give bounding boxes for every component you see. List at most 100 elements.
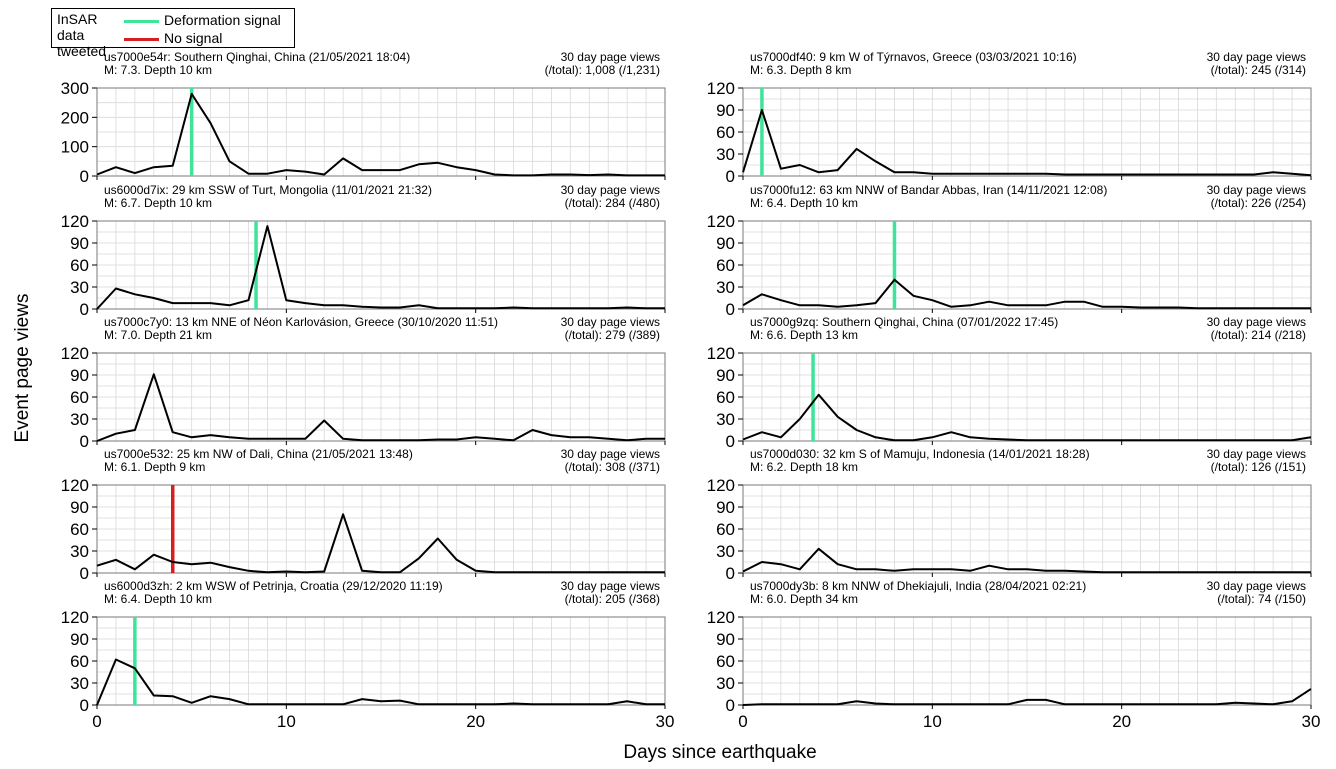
panel-8-xtick-label: 30 xyxy=(656,712,675,731)
panel-6-views-value: (/total): 308 (/371) xyxy=(565,460,660,474)
panel-9-header: us7000dy3b: 8 km NNW of Dhekiajuli, Indi… xyxy=(750,579,1086,593)
panel-8-header: us6000d3zh: 2 km WSW of Petrinja, Croati… xyxy=(104,579,443,593)
panel-0-mag-depth: M: 7.3. Depth 10 km xyxy=(104,63,212,77)
panel-7-header: us7000d030: 32 km S of Mamuju, Indonesia… xyxy=(750,447,1090,461)
panel-2-ytick-label: 30 xyxy=(70,278,89,297)
panel-9-xtick-label: 30 xyxy=(1302,712,1321,731)
panel-4-ytick-label: 60 xyxy=(70,388,89,407)
panel-8-series-line xyxy=(96,658,665,706)
panel-1-views-value: (/total): 245 (/314) xyxy=(1211,63,1306,77)
panel-2-views-value: (/total): 284 (/480) xyxy=(565,196,660,210)
panel-5-mag-depth: M: 6.6. Depth 13 km xyxy=(750,328,858,342)
panel-8-ytick-label: 30 xyxy=(70,674,89,693)
panel-3-series-line xyxy=(742,278,1311,310)
panel-4-mag-depth: M: 7.0. Depth 21 km xyxy=(104,328,212,342)
panel-1-views-label: 30 day page views xyxy=(1207,50,1306,64)
panel-3-ytick-label: 90 xyxy=(716,234,735,253)
panel-2-ytick-label: 0 xyxy=(80,300,89,319)
panel-8-xtick-label: 10 xyxy=(277,712,296,731)
panel-3-mag-depth: M: 6.4. Depth 10 km xyxy=(750,196,858,210)
panel-6-ytick-label: 60 xyxy=(70,520,89,539)
panel-2-ytick-label: 90 xyxy=(70,234,89,253)
panel-6-ytick-label: 120 xyxy=(61,476,89,495)
panel-6-views-label: 30 day page views xyxy=(561,447,660,461)
panel-3-ytick-label: 0 xyxy=(726,300,735,319)
panel-4-views-value: (/total): 279 (/389) xyxy=(565,328,660,342)
panel-2-series-line xyxy=(96,225,665,310)
panel-9-ytick-label: 120 xyxy=(707,608,735,627)
panel-8-xtick-label: 20 xyxy=(466,712,485,731)
panel-8-ytick-label: 120 xyxy=(61,608,89,627)
panel-5-views-label: 30 day page views xyxy=(1207,315,1306,329)
panel-8-views-value: (/total): 205 (/368) xyxy=(565,592,660,606)
panel-6-header: us7000e532: 25 km NW of Dali, China (21/… xyxy=(104,447,413,461)
panel-3-views-label: 30 day page views xyxy=(1207,183,1306,197)
panel-6-ytick-label: 0 xyxy=(80,564,89,583)
panel-5-ytick-label: 90 xyxy=(716,366,735,385)
panel-1-ytick-label: 120 xyxy=(707,79,735,98)
panel-7-mag-depth: M: 6.2. Depth 18 km xyxy=(750,460,858,474)
panel-0-ytick-label: 200 xyxy=(61,108,89,127)
panel-7-ytick-label: 0 xyxy=(726,564,735,583)
panel-4-header: us7000c7y0: 13 km NNE of Néon Karlovásio… xyxy=(104,315,498,329)
panel-9-ytick-label: 0 xyxy=(726,696,735,715)
panel-4-ytick-label: 90 xyxy=(70,366,89,385)
panel-5-ytick-label: 60 xyxy=(716,388,735,407)
panel-5-views-value: (/total): 214 (/218) xyxy=(1211,328,1306,342)
panel-8-ytick-label: 60 xyxy=(70,652,89,671)
panel-2-ytick-label: 120 xyxy=(61,212,89,231)
panel-7-ytick-label: 120 xyxy=(707,476,735,495)
panel-0-frame xyxy=(96,87,666,177)
panel-0-views-value: (/total): 1,008 (/1,231) xyxy=(545,63,660,77)
panel-7-ytick-label: 30 xyxy=(716,542,735,561)
legend-title: InSAR data tweeted xyxy=(57,11,107,59)
panel-5-ytick-label: 0 xyxy=(726,432,735,451)
panel-7-views-value: (/total): 126 (/151) xyxy=(1211,460,1306,474)
panel-4-ytick-label: 0 xyxy=(80,432,89,451)
panel-0-views-label: 30 day page views xyxy=(561,50,660,64)
panel-7-ytick-label: 60 xyxy=(716,520,735,539)
panel-8-mag-depth: M: 6.4. Depth 10 km xyxy=(104,592,212,606)
panel-3-ytick-label: 30 xyxy=(716,278,735,297)
panel-2-views-label: 30 day page views xyxy=(561,183,660,197)
panel-4-ytick-label: 30 xyxy=(70,410,89,429)
panel-9-series-line xyxy=(742,688,1312,706)
panel-5-ytick-label: 30 xyxy=(716,410,735,429)
panel-7-series-line xyxy=(742,547,1311,574)
panel-7-views-label: 30 day page views xyxy=(1207,447,1306,461)
legend-label-no-signal: No signal xyxy=(164,30,223,46)
panel-4-series-line xyxy=(96,373,665,442)
panel-8-ytick-label: 0 xyxy=(80,696,89,715)
panel-6-ytick-label: 90 xyxy=(70,498,89,517)
panel-2-ytick-label: 60 xyxy=(70,256,89,275)
panel-5-series-line xyxy=(742,393,1312,442)
panel-8-views-label: 30 day page views xyxy=(561,579,660,593)
panel-5-ytick-label: 120 xyxy=(707,344,735,363)
panel-9-ytick-label: 60 xyxy=(716,652,735,671)
panel-1-mag-depth: M: 6.3. Depth 8 km xyxy=(750,63,851,77)
panel-0-ytick-label: 0 xyxy=(80,167,89,186)
panel-5-header: us7000g9zq: Southern Qinghai, China (07/… xyxy=(750,315,1058,329)
legend-swatch-no-signal xyxy=(124,38,159,41)
panel-1-ytick-label: 90 xyxy=(716,101,735,120)
panel-9-xtick-label: 0 xyxy=(738,712,747,731)
panel-8-ytick-label: 90 xyxy=(70,630,89,649)
legend-label-deformation: Deformation signal xyxy=(164,12,281,28)
panel-1-ytick-label: 60 xyxy=(716,123,735,142)
panel-3-ytick-label: 60 xyxy=(716,256,735,275)
panel-0-header: us7000e54r: Southern Qinghai, China (21/… xyxy=(104,50,410,64)
panel-4-ytick-label: 120 xyxy=(61,344,89,363)
panel-9-xtick-label: 20 xyxy=(1112,712,1131,731)
panel-9-mag-depth: M: 6.0. Depth 34 km xyxy=(750,592,858,606)
panel-1-header: us7000df40: 9 km W of Týrnavos, Greece (… xyxy=(750,50,1077,64)
panel-9-views-value: (/total): 74 (/150) xyxy=(1217,592,1306,606)
panel-9-ytick-label: 30 xyxy=(716,674,735,693)
panel-8-xtick-label: 0 xyxy=(92,712,101,731)
panel-3-header: us7000fu12: 63 km NNW of Bandar Abbas, I… xyxy=(750,183,1107,197)
panel-2-mag-depth: M: 6.7. Depth 10 km xyxy=(104,196,212,210)
panel-6-series-line xyxy=(96,513,665,574)
panel-3-ytick-label: 120 xyxy=(707,212,735,231)
panel-0-series-line xyxy=(96,92,665,177)
